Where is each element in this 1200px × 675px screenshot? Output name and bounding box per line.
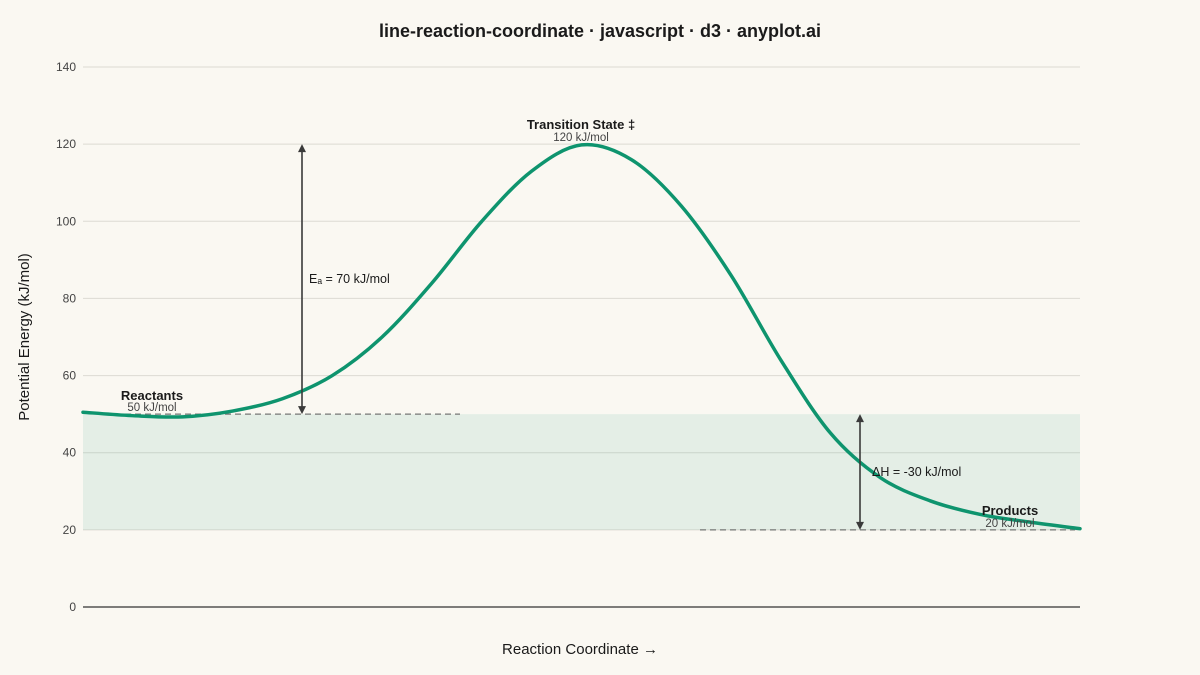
- energy-arrows: [298, 144, 864, 530]
- chart-title: line-reaction-coordinate · javascript · …: [379, 21, 821, 41]
- x-axis-label: Reaction Coordinate →: [502, 641, 658, 658]
- exothermic-band: [83, 414, 1080, 530]
- products-energy-label: 20 kJ/mol: [985, 518, 1034, 530]
- y-tick-label-60: 60: [63, 369, 77, 383]
- energy-curve-group: [81, 142, 1082, 531]
- activation-energy-arrow-head-bottom: [298, 406, 306, 415]
- transition-state-label: Transition State ‡: [527, 117, 635, 132]
- y-tick-labels: 0 20 40 60 80 100 120 140: [56, 60, 76, 614]
- y-tick-label-80: 80: [63, 291, 77, 305]
- enthalpy-label: ΔH = -30 kJ/mol: [872, 465, 961, 479]
- enthalpy-arrow-head-top: [856, 414, 864, 423]
- enthalpy-arrow: [856, 414, 864, 530]
- activation-energy-arrow: [298, 144, 306, 415]
- grid-lines: [83, 66, 1080, 608]
- products-label: Products: [982, 503, 1038, 518]
- energy-curve: [81, 142, 1082, 531]
- enthalpy-arrow-head-bottom: [856, 521, 864, 530]
- y-tick-label-40: 40: [63, 446, 77, 460]
- y-axis-label: Potential Energy (kJ/mol): [16, 253, 33, 421]
- energy-release-band: [83, 414, 1080, 530]
- y-tick-label-120: 120: [56, 137, 76, 151]
- y-tick-label-140: 140: [56, 60, 76, 74]
- transition-state-energy-label: 120 kJ/mol: [553, 132, 609, 144]
- y-tick-label-100: 100: [56, 214, 76, 228]
- reactants-label: Reactants: [121, 388, 183, 403]
- activation-energy-arrow-head-top: [298, 144, 306, 153]
- reference-lines: [115, 413, 1075, 531]
- y-tick-label-0: 0: [69, 600, 76, 614]
- activation-energy-label: Eₐ = 70 kJ/mol: [309, 272, 390, 286]
- y-tick-label-20: 20: [63, 523, 77, 537]
- reactants-energy-label: 50 kJ/mol: [127, 402, 176, 414]
